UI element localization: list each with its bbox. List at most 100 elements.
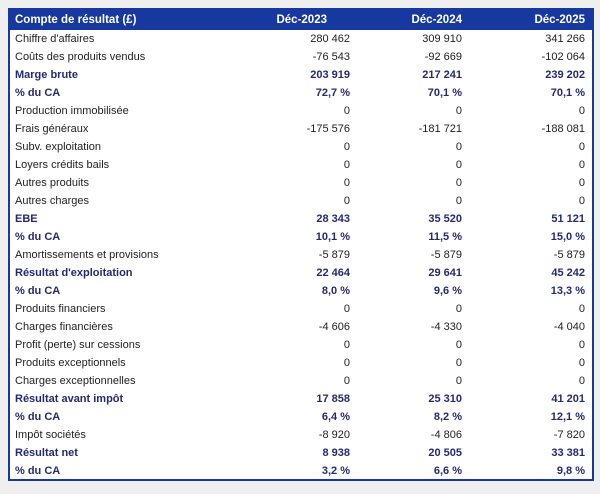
- row-value: 11,5 %: [428, 231, 462, 243]
- row-value: 20 505: [428, 447, 462, 459]
- row-value: 3,2 %: [321, 464, 350, 477]
- row-value: -4 606: [318, 321, 350, 333]
- row-value: 0: [343, 159, 350, 171]
- row-value: 0: [578, 159, 585, 171]
- table-row: % du CA 72,7 % 70,1 % 70,1 %: [9, 84, 593, 102]
- row-value: 0: [455, 339, 462, 351]
- row-value: 51 121: [551, 213, 585, 225]
- row-label: Charges financières: [15, 321, 113, 333]
- row-label: EBE: [15, 213, 38, 225]
- table-row: Charges exceptionnelles 0 0 0: [9, 372, 593, 390]
- row-value: 35 520: [428, 213, 462, 225]
- row-value: 341 266: [545, 33, 585, 45]
- row-label: Marge brute: [15, 69, 78, 81]
- row-value: -92 669: [424, 51, 462, 63]
- row-value: 0: [455, 141, 462, 153]
- table-row: Autres charges 0 0 0: [9, 192, 593, 210]
- row-value: -76 543: [312, 51, 350, 63]
- row-value: 0: [455, 105, 462, 117]
- row-value: 0: [578, 303, 585, 315]
- table-row: Produits financiers 0 0 0: [9, 300, 593, 318]
- row-label: Impôt sociétés: [15, 429, 86, 441]
- row-value: 0: [343, 357, 350, 369]
- row-value: 33 381: [551, 447, 585, 459]
- row-value: 6,4 %: [321, 411, 350, 423]
- table-row: Frais généraux -175 576 -181 721 -188 081: [9, 120, 593, 138]
- row-label: % du CA: [15, 285, 61, 297]
- row-label: Subv. exploitation: [15, 141, 102, 153]
- table-row: Coûts des produits vendus -76 543 -92 669 -…: [9, 48, 593, 66]
- row-value: 0: [343, 195, 350, 207]
- row-value: 0: [578, 339, 585, 351]
- row-value: 70,1 %: [550, 87, 585, 99]
- row-value: 9,6 %: [433, 285, 462, 297]
- row-value: 28 343: [316, 213, 350, 225]
- table-row: Impôt sociétés -8 920 -4 806 -7 820: [9, 426, 593, 444]
- row-value: 0: [455, 375, 462, 387]
- table-row: Chiffre d'affaires 280 462 309 910 341 266: [9, 30, 593, 48]
- table-row: Profit (perte) sur cessions 0 0 0: [9, 336, 593, 354]
- row-value: 8,2 %: [433, 411, 462, 423]
- row-value: -7 820: [553, 429, 585, 441]
- row-value: 0: [343, 339, 350, 351]
- table-row: Résultat net 8 938 20 505 33 381: [9, 444, 593, 462]
- row-value: 309 910: [422, 33, 462, 45]
- row-label: Production immobilisée: [15, 105, 129, 117]
- table-row: Charges financières -4 606 -4 330 -4 040: [9, 318, 593, 336]
- row-value: 0: [455, 159, 462, 171]
- table-row: Loyers crédits bails 0 0 0: [9, 156, 593, 174]
- table-row: % du CA 3,2 % 6,6 % 9,8 %: [9, 462, 593, 480]
- row-value: 22 464: [316, 267, 350, 279]
- table-row: % du CA 8,0 % 9,6 % 13,3 %: [9, 282, 593, 300]
- row-value: -4 040: [553, 321, 585, 333]
- row-label: % du CA: [15, 87, 61, 99]
- row-value: -188 081: [541, 123, 585, 135]
- row-value: 0: [343, 105, 350, 117]
- table-row: Production immobilisée 0 0 0: [9, 102, 593, 120]
- row-value: 0: [578, 375, 585, 387]
- row-value: -4 330: [430, 321, 462, 333]
- row-label: Résultat d'exploitation: [15, 267, 133, 279]
- row-value: -5 879: [553, 249, 585, 261]
- row-label: Chiffre d'affaires: [15, 33, 95, 45]
- row-label: Frais généraux: [15, 123, 89, 135]
- row-value: 203 919: [310, 69, 350, 81]
- row-label: Profit (perte) sur cessions: [15, 339, 141, 351]
- row-value: 8,0 %: [321, 285, 350, 297]
- row-label: % du CA: [15, 231, 61, 243]
- income-statement-panel: Compte de résultat (£) Déc-2023 Déc-2024…: [8, 8, 594, 481]
- row-value: -8 920: [318, 429, 350, 441]
- row-value: 217 241: [422, 69, 462, 81]
- row-value: 0: [343, 303, 350, 315]
- row-value: 0: [343, 141, 350, 153]
- row-value: 70,1 %: [427, 87, 462, 99]
- row-value: -175 576: [306, 123, 350, 135]
- row-value: 8 938: [322, 447, 350, 459]
- row-value: 6,6 %: [433, 464, 462, 477]
- row-value: 0: [455, 303, 462, 315]
- row-value: 10,1 %: [315, 231, 350, 243]
- row-value: -181 721: [418, 123, 462, 135]
- table-row: EBE 28 343 35 520 51 121: [9, 210, 593, 228]
- row-label: Loyers crédits bails: [15, 159, 110, 171]
- row-value: 15,0 %: [550, 231, 585, 243]
- row-value: 0: [578, 105, 585, 117]
- row-value: 0: [455, 195, 462, 207]
- row-value: 239 202: [545, 69, 585, 81]
- row-label: Charges exceptionnelles: [15, 375, 136, 387]
- row-label: Résultat net: [15, 447, 78, 459]
- row-value: -5 879: [430, 249, 462, 261]
- row-value: -5 879: [318, 249, 350, 261]
- row-value: -102 064: [541, 51, 585, 63]
- row-label: Amortissements et provisions: [15, 249, 159, 261]
- column-header-dec-2025: Déc-2025: [469, 9, 593, 30]
- row-label: Produits financiers: [15, 303, 106, 315]
- table-row: Résultat avant impôt 17 858 25 310 41 201: [9, 390, 593, 408]
- row-value: 280 462: [310, 33, 350, 45]
- header-row: Compte de résultat (£) Déc-2023 Déc-2024…: [9, 9, 593, 30]
- table-body: Chiffre d'affaires 280 462 309 910 341 266 C…: [9, 30, 593, 480]
- row-value: 45 242: [551, 267, 585, 279]
- table-row: % du CA 6,4 % 8,2 % 12,1 %: [9, 408, 593, 426]
- table-row: Marge brute 203 919 217 241 239 202: [9, 66, 593, 84]
- table-row: Amortissements et provisions -5 879 -5 879…: [9, 246, 593, 264]
